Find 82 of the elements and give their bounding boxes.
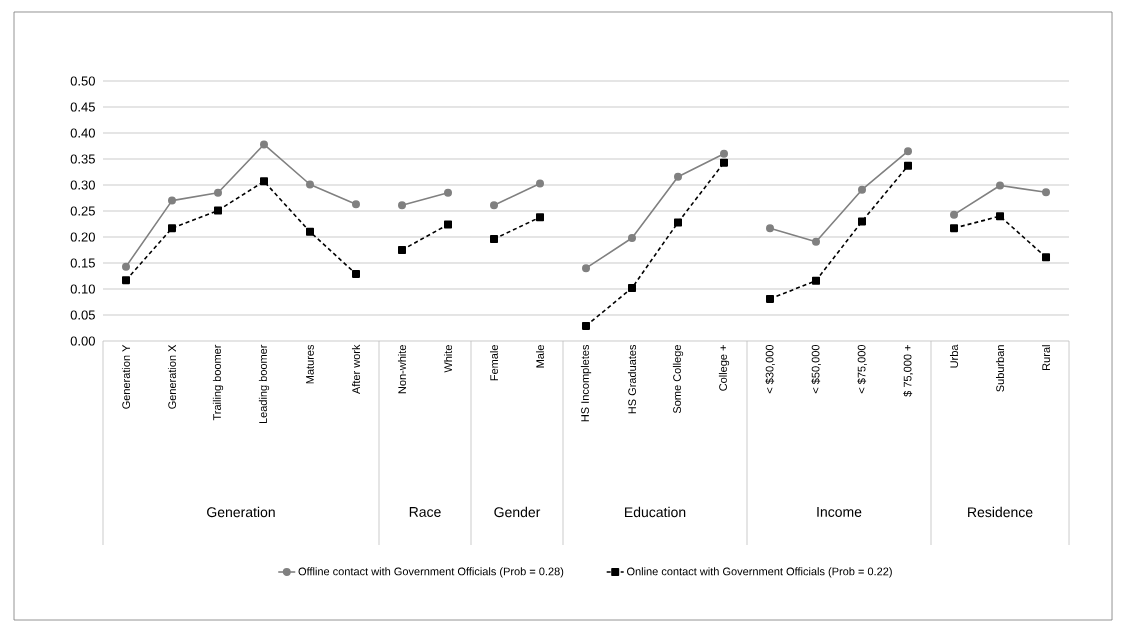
- y-tick-label: 0.20: [70, 232, 95, 242]
- x-tick-label: Urba: [949, 344, 959, 368]
- point: [996, 181, 1005, 190]
- x-tick-label: White: [443, 345, 453, 373]
- point: [996, 212, 1005, 221]
- y-tick-label: 0.50: [70, 76, 95, 86]
- point: [766, 294, 775, 303]
- point: [444, 220, 453, 229]
- x-axis-title: Education: [625, 506, 686, 518]
- point: [444, 188, 453, 197]
- point: [260, 140, 268, 149]
- y-tick-label: 0.30: [70, 180, 95, 190]
- y-tick-label: 0.45: [70, 102, 95, 112]
- x-axis-title: Income: [817, 507, 862, 517]
- x-tick-label: Male: [535, 345, 545, 368]
- x-axis-title: Gender: [494, 506, 541, 518]
- x-tick-label: HS Graduates: [627, 344, 637, 414]
- point: [352, 269, 360, 278]
- point: [1042, 188, 1051, 197]
- point: [582, 264, 591, 273]
- point: [858, 217, 867, 226]
- x-tick-label: Rural: [1041, 345, 1051, 370]
- point: [168, 224, 176, 233]
- point: [214, 188, 222, 197]
- x-tick-label: Matures: [306, 344, 314, 384]
- x-axis-title: Residence: [968, 506, 1033, 518]
- point: [812, 276, 821, 285]
- point: [536, 213, 545, 222]
- x-tick-label: Suburban: [995, 345, 1005, 392]
- x-tick-label: College +: [718, 345, 730, 391]
- x-tick-label: HS Incompletes: [580, 344, 592, 422]
- point: [398, 246, 406, 254]
- x-tick-label: < $75,000: [857, 344, 867, 394]
- point: [122, 262, 130, 271]
- x-tick-label: Female: [489, 345, 499, 381]
- point: [628, 234, 637, 243]
- x-tick-label: $ 75,000 +: [903, 345, 913, 397]
- x-axis-title: Generation: [207, 506, 275, 518]
- y-tick-label: 0.15: [70, 258, 95, 268]
- x-tick-label: Some College: [672, 345, 684, 414]
- point: [490, 201, 499, 210]
- point: [904, 147, 913, 156]
- point: [582, 321, 591, 330]
- point: [950, 224, 959, 233]
- x-tick-label: < $30,000: [765, 344, 775, 394]
- y-tick-label: 0.40: [70, 128, 95, 138]
- y-tick-label: 0.05: [70, 310, 95, 320]
- point: [950, 210, 959, 219]
- point: [536, 179, 545, 188]
- legend-label: Online contact with Government Officials (Prob = 0.22): [627, 567, 892, 578]
- point: [122, 276, 130, 285]
- point: [1042, 253, 1051, 262]
- point: [720, 149, 729, 158]
- point: [490, 235, 499, 244]
- point: [306, 180, 314, 189]
- point: [904, 161, 913, 170]
- point: [674, 218, 683, 227]
- point: [260, 177, 268, 186]
- point: [720, 158, 729, 167]
- y-tick-label: 0.25: [70, 206, 95, 216]
- x-tick-label: Generation X: [167, 344, 177, 409]
- point: [628, 283, 637, 292]
- x-tick-label: Trailing boomer: [212, 344, 224, 421]
- x-tick-label: Leading boomer: [258, 344, 270, 424]
- point: [352, 200, 360, 209]
- x-tick-label: Non-white: [397, 345, 407, 394]
- legend-label: Offline contact with Government Officials (Prob = 0.28): [298, 567, 564, 578]
- y-tick-label: 0.00: [70, 336, 95, 346]
- point: [306, 227, 314, 236]
- x-tick-label: < $50,000: [811, 344, 821, 394]
- x-axis-title: Race: [409, 507, 441, 517]
- y-tick-label: 0.35: [70, 154, 95, 164]
- point: [214, 206, 222, 215]
- point: [168, 196, 176, 205]
- point: [858, 185, 867, 194]
- y-tick-label: 0.10: [70, 284, 95, 294]
- point: [398, 201, 406, 210]
- x-tick-label: After work: [351, 344, 361, 395]
- point: [766, 224, 775, 233]
- point: [812, 237, 821, 246]
- point: [674, 172, 683, 181]
- x-tick-label: Generation Y: [121, 344, 131, 409]
